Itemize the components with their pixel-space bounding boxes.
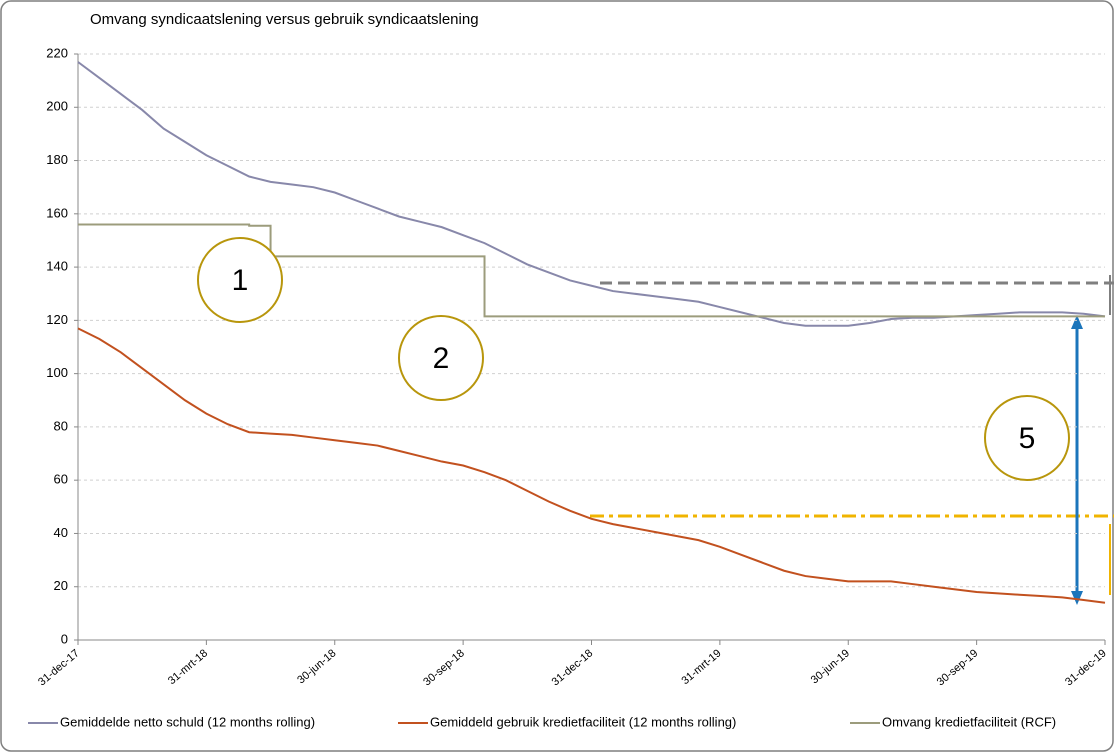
annotation-circle (984, 395, 1070, 481)
series-line (77, 327, 1106, 604)
legend-label: Gemiddeld gebruik kredietfaciliteit (12 … (430, 714, 736, 729)
y-tick-label: 120 (46, 312, 68, 327)
annotation-circle (197, 237, 283, 323)
y-tick-label: 140 (46, 259, 68, 274)
series-line (78, 223, 1105, 318)
annotation-circle (398, 315, 484, 401)
legend-label: Gemiddelde netto schuld (12 months rolli… (60, 714, 315, 729)
annotation-label: 2 (433, 342, 450, 375)
arrow-head (1071, 591, 1083, 605)
y-tick-label: 20 (54, 578, 68, 593)
annotation-label: 5 (1019, 422, 1036, 455)
y-tick-label: 180 (46, 152, 68, 167)
y-tick-label: 200 (46, 99, 68, 114)
y-tick-label: 40 (54, 525, 68, 540)
arrow-head (1071, 315, 1083, 329)
y-tick-label: 220 (46, 45, 68, 60)
y-tick-label: 0 (61, 631, 68, 646)
chart-title: Omvang syndicaatslening versus gebruik s… (90, 11, 479, 28)
annotation-label: 1 (232, 264, 249, 297)
legend-label: Omvang kredietfaciliteit (RCF) (882, 714, 1056, 729)
series-line (77, 61, 1106, 327)
y-tick-label: 160 (46, 205, 68, 220)
y-tick-label: 100 (46, 365, 68, 380)
y-tick-label: 80 (54, 418, 68, 433)
y-tick-label: 60 (54, 472, 68, 487)
